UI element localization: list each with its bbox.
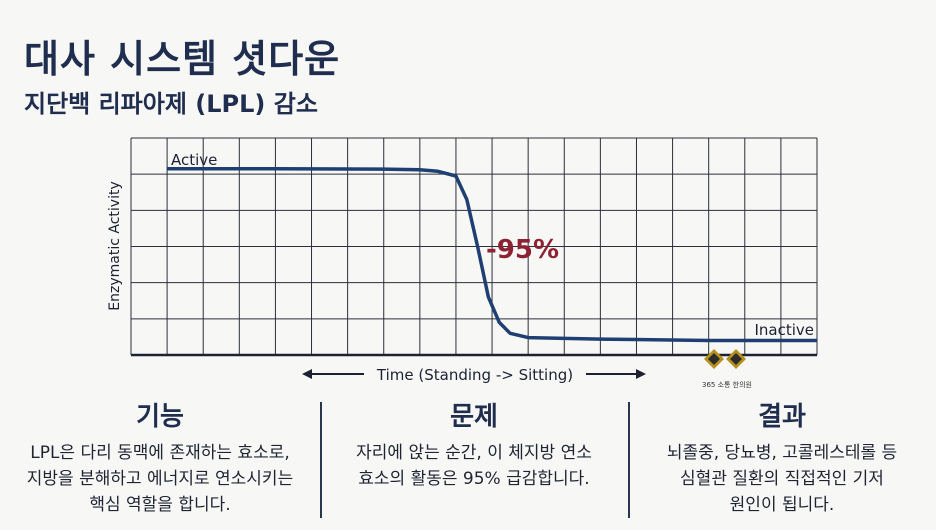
x-axis-label: Time (Standing -> Sitting) [376,366,573,384]
body-line: 자리에 앉는 순간, 이 체지방 연소 [356,443,592,463]
clinic-logo [704,349,746,369]
lpl-activity-chart: Enzymatic Activity Active Inactive -95% … [107,137,818,384]
column-body-result: 뇌졸중, 당뇨병, 고콜레스테롤 등 심혈관 질환의 직접적인 기저 원인이 됩… [632,440,932,518]
column-heading-function: 기능 [136,402,184,432]
column-heading-result: 결과 [758,402,806,432]
y-axis-label: Enzymatic Activity [107,181,123,310]
body-line: 원인이 됩니다. [729,495,835,515]
body-line: 효소의 활동은 95% 급감합니다. [358,469,590,489]
chart-grid [130,137,818,357]
body-line: 핵심 역할을 합니다. [89,495,231,515]
column-body-function: LPL은 다리 동맥에 존재하는 효소로, 지방을 분해하고 에너지로 연소시키… [8,440,312,518]
data-label-drop-percent: -95% [486,235,559,265]
column-divider-2 [628,402,630,518]
column-heading-problem: 문제 [450,402,498,432]
body-line: LPL은 다리 동맥에 존재하는 효소로, [30,443,290,463]
page-title: 대사 시스템 셧다운 [24,37,341,81]
body-line: 심혈관 질환의 직접적인 기저 [680,469,884,489]
x-axis-arrow [302,369,646,379]
column-function: 기능 LPL은 다리 동맥에 존재하는 효소로, 지방을 분해하고 에너지로 연… [8,400,312,518]
logo-text: 365 소통 한의원 [701,381,752,389]
data-label-active: Active [171,151,217,169]
column-body-problem: 자리에 앉는 순간, 이 체지방 연소 효소의 활동은 95% 급감합니다. [324,440,624,492]
body-line: 뇌졸중, 당뇨병, 고콜레스테롤 등 [666,443,898,463]
page-subtitle: 지단백 리파아제 (LPL) 감소 [24,90,318,118]
series-line-lpl-activity [167,166,817,343]
body-line: 지방을 분해하고 에너지로 연소시키는 [26,469,294,489]
column-divider-1 [320,402,322,518]
column-result: 결과 뇌졸중, 당뇨병, 고콜레스테롤 등 심혈관 질환의 직접적인 기저 원인… [632,400,932,518]
column-problem: 문제 자리에 앉는 순간, 이 체지방 연소 효소의 활동은 95% 급감합니다… [324,400,624,492]
data-label-inactive: Inactive [754,321,814,339]
